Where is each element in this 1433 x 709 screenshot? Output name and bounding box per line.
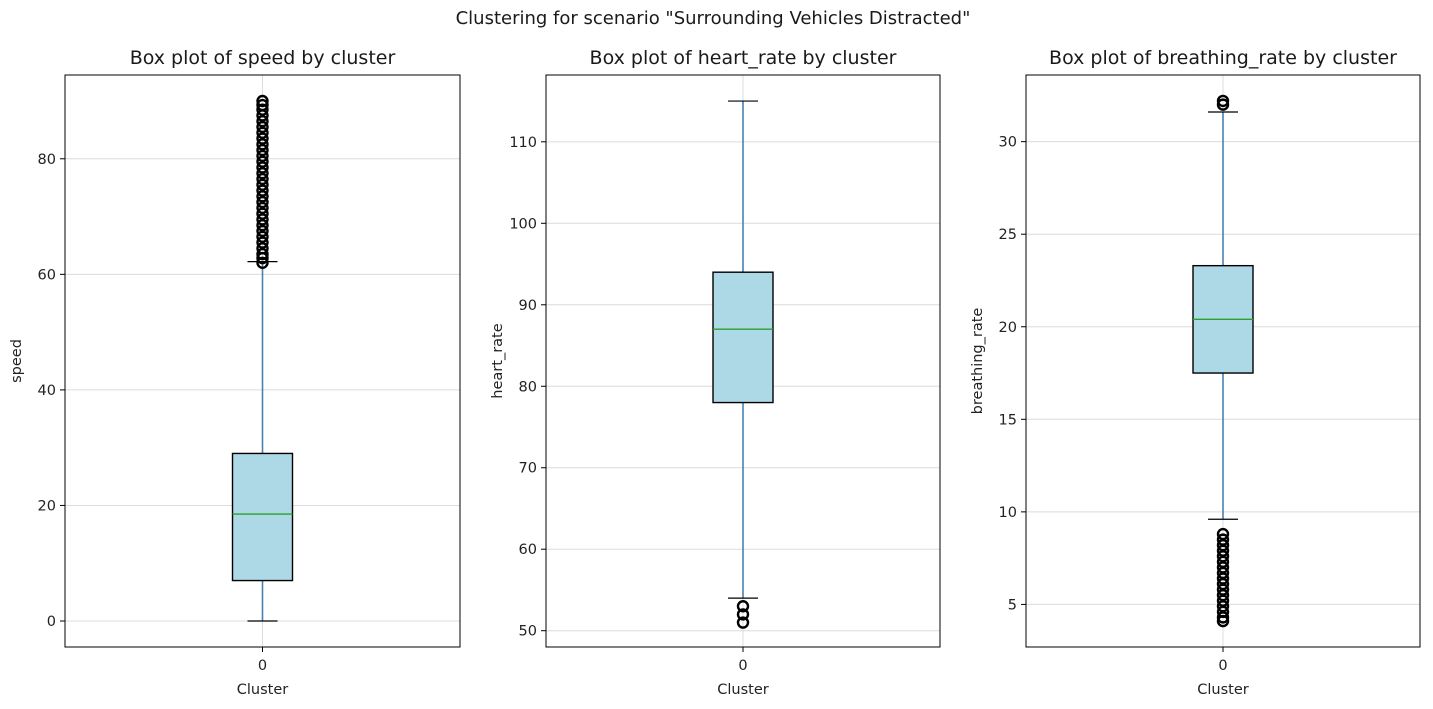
box-0: [1192, 94, 1254, 628]
flier-point: [256, 98, 269, 112]
x-axis-label: Cluster: [717, 682, 769, 698]
y-tick-label: 30: [999, 135, 1017, 151]
x-tick-label: 0: [1218, 658, 1227, 674]
flier-point: [256, 213, 269, 226]
flier-point: [256, 138, 269, 151]
y-tick-label: 80: [38, 152, 56, 168]
x-tick-label: 0: [258, 658, 267, 674]
y-tick-label: 100: [509, 216, 537, 232]
y-tick-label: 20: [999, 320, 1017, 336]
y-tick-label: 70: [519, 461, 537, 477]
x-axis-label: Cluster: [237, 682, 289, 698]
flier-point: [256, 132, 269, 145]
flier-point: [256, 195, 269, 209]
y-tick-label: 80: [519, 379, 537, 395]
flier-point: [736, 608, 750, 621]
iqr-box: [231, 452, 294, 582]
flier-point: [256, 207, 269, 220]
flier-point: [1216, 533, 1230, 546]
box-0: [712, 100, 774, 629]
flier-point: [256, 178, 269, 191]
y-tick-label: 15: [999, 412, 1017, 428]
flier-point: [1216, 527, 1230, 541]
flier-point: [256, 230, 269, 243]
subplot-title: Box plot of breathing_rate by cluster: [1049, 47, 1397, 69]
flier-point: [256, 161, 269, 174]
flier-point: [256, 155, 269, 168]
subplot-2: 5 10 15 20 25 30 0 Box plot of breathing_rate b…: [970, 47, 1421, 698]
flier-point: [1216, 98, 1230, 111]
flier-point: [256, 94, 269, 108]
y-tick-label: 10: [999, 505, 1017, 521]
y-tick-label: 20: [38, 498, 56, 514]
y-tick-label: 50: [519, 624, 537, 640]
flier-point: [256, 126, 269, 139]
flier-point: [256, 143, 269, 157]
flier-point: [256, 115, 269, 128]
iqr-box: [712, 271, 774, 404]
y-tick-label: 90: [519, 298, 537, 314]
y-axis-label: speed: [9, 339, 25, 383]
flier-point: [256, 167, 269, 180]
y-tick-label: 5: [1008, 597, 1017, 613]
flier-point: [256, 149, 269, 163]
subplot-0: 0 20 40 60 80 0 Box plot of speed by cluster Cl…: [9, 47, 461, 698]
flier-point: [256, 224, 269, 238]
flier-point: [256, 172, 269, 186]
y-tick-label: 60: [519, 542, 537, 558]
y-tick-label: 0: [47, 614, 56, 630]
y-tick-label: 25: [999, 227, 1017, 243]
box-0: [231, 94, 294, 622]
x-tick-label: 0: [738, 658, 747, 674]
subplot-title: Box plot of heart_rate by cluster: [590, 47, 897, 69]
y-tick-label: 110: [509, 135, 537, 151]
flier-point: [256, 247, 269, 261]
y-axis-label: heart_rate: [490, 323, 506, 398]
y-tick-label: 60: [38, 267, 56, 283]
flier-point: [256, 184, 269, 197]
flier-point: [736, 616, 750, 629]
flier-point: [1216, 94, 1230, 108]
flier-point: [256, 242, 269, 255]
flier-point: [256, 103, 269, 116]
flier-point: [256, 236, 269, 249]
y-tick-label: 40: [38, 383, 56, 399]
subplot-title: Box plot of speed by cluster: [130, 47, 396, 69]
subplots: 0 20 40 60 80 0 Box plot of speed by cluster Cl…: [9, 47, 1421, 698]
subplot-1: 50 60 70 80 90 100 110 0 Box plot of heart_rate …: [490, 47, 941, 698]
y-axis-label: breathing_rate: [970, 308, 986, 415]
flier-point: [256, 219, 269, 232]
x-axis-label: Cluster: [1197, 682, 1249, 698]
figure-title: Clustering for scenario "Surrounding Veh…: [456, 8, 971, 29]
flier-point: [256, 120, 269, 134]
flier-point: [256, 256, 269, 269]
flier-point: [256, 190, 269, 203]
flier-point: [736, 600, 750, 613]
flier-point: [256, 201, 269, 215]
